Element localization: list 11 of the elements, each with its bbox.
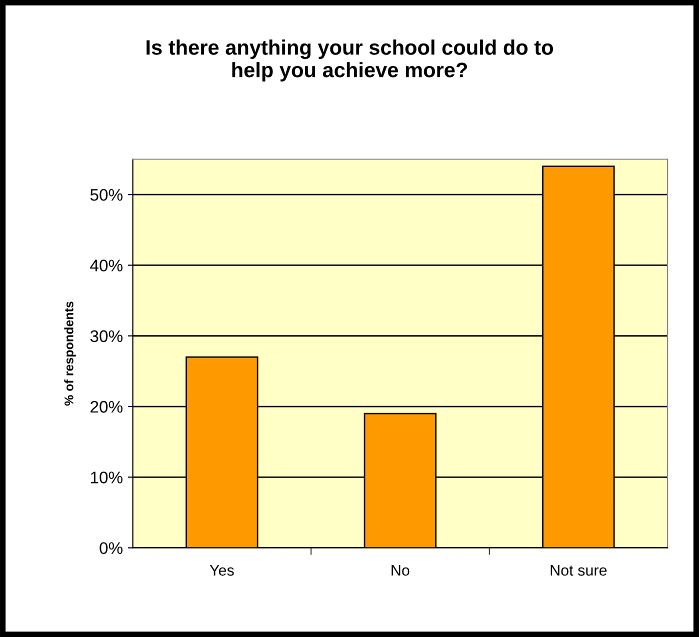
x-tick-label: No (392, 565, 410, 576)
x-tick-label: Yes (210, 565, 234, 576)
chart-title: Is there anything your school could do to help you achieve more? (146, 40, 553, 82)
y-tick-label: 40% (90, 260, 122, 272)
y-axis-title: % of respondents (64, 302, 76, 406)
y-tick-label: 20% (90, 400, 122, 413)
x-tick-label: Not sure (550, 565, 607, 576)
y-tick-label: 0% (100, 542, 122, 554)
y-tick-label: 50% (90, 188, 122, 201)
y-tick-label: 30% (90, 330, 122, 342)
y-tick-label: 10% (91, 472, 122, 484)
